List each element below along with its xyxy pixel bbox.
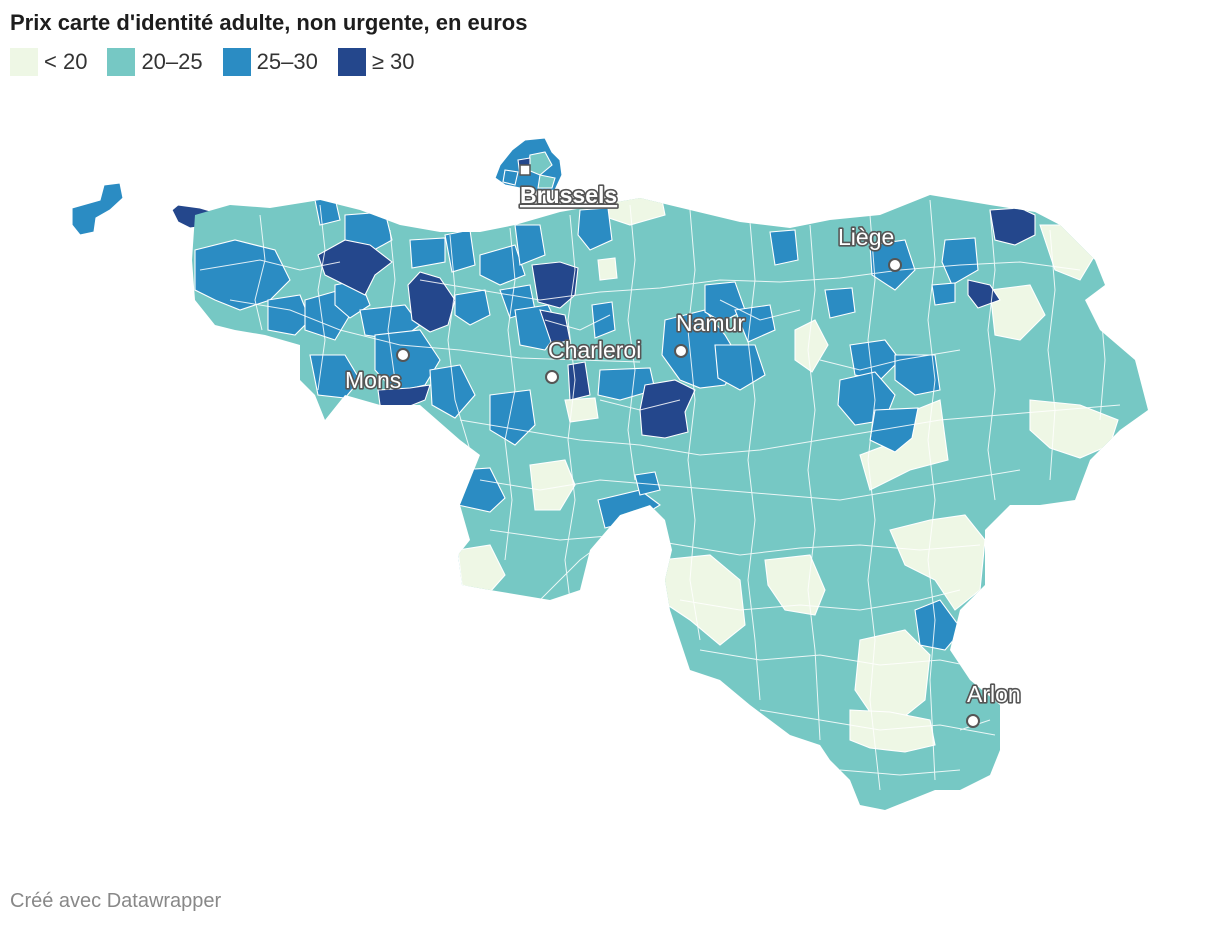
city-liege: Liège <box>836 222 902 272</box>
legend-swatch-under-20 <box>10 48 38 76</box>
municipality-borders <box>199 199 1121 791</box>
circle-marker-icon <box>888 258 902 272</box>
legend: < 20 20–25 25–30 ≥ 30 <box>10 48 434 76</box>
legend-item-25-30: 25–30 <box>222 48 318 76</box>
city-namur: Namur <box>674 308 747 358</box>
legend-swatch-20-25 <box>107 48 136 76</box>
legend-label-under-20: < 20 <box>44 49 88 74</box>
legend-item-under-20: < 20 <box>10 48 87 76</box>
legend-item-20-25: 20–25 <box>107 48 203 76</box>
city-label-brussels: Brussels <box>520 182 617 208</box>
chart-title: Prix carte d'identité adulte, non urgent… <box>10 10 528 35</box>
footer-credit: Créé avec Datawrapper <box>10 890 222 912</box>
city-charleroi: Charleroi <box>545 335 643 384</box>
wallonia-map: Brussels Liège Namur Charleroi Mons Arlo… <box>71 137 1148 810</box>
legend-swatch-25-30 <box>222 48 251 76</box>
square-marker-icon <box>519 164 531 176</box>
circle-marker-icon <box>545 370 559 384</box>
city-label-liege: Liège <box>838 224 894 250</box>
city-label-arlon: Arlon <box>967 681 1021 707</box>
city-arlon: Arlon <box>965 679 1022 728</box>
map-area: Brussels Liège Namur Charleroi Mons Arlo… <box>0 100 1220 840</box>
city-label-mons: Mons <box>345 367 401 393</box>
city-label-charleroi: Charleroi <box>548 337 641 363</box>
circle-marker-icon <box>674 344 688 358</box>
city-brussels: Brussels <box>518 164 619 210</box>
circle-marker-icon <box>966 714 980 728</box>
brussels-cluster <box>494 137 563 193</box>
city-label-namur: Namur <box>676 310 745 336</box>
legend-label-20-25: 20–25 <box>141 49 203 74</box>
legend-swatch-30-plus <box>337 48 366 76</box>
region-island-west <box>71 182 124 236</box>
legend-label-25-30: 25–30 <box>256 49 318 74</box>
legend-label-30-plus: ≥ 30 <box>371 49 415 74</box>
circle-marker-icon <box>396 348 410 362</box>
city-mons: Mons <box>343 348 410 395</box>
legend-item-30-plus: ≥ 30 <box>337 48 415 76</box>
